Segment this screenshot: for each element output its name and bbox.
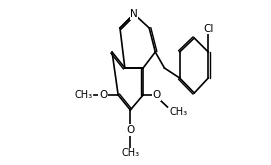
Text: CH₃: CH₃ bbox=[75, 90, 93, 100]
Text: Cl: Cl bbox=[203, 24, 214, 34]
Text: N: N bbox=[130, 9, 138, 19]
Text: CH₃: CH₃ bbox=[121, 148, 139, 158]
Text: O: O bbox=[152, 90, 160, 100]
Text: O: O bbox=[126, 125, 134, 135]
Text: CH₃: CH₃ bbox=[169, 107, 187, 117]
Text: O: O bbox=[99, 90, 107, 100]
